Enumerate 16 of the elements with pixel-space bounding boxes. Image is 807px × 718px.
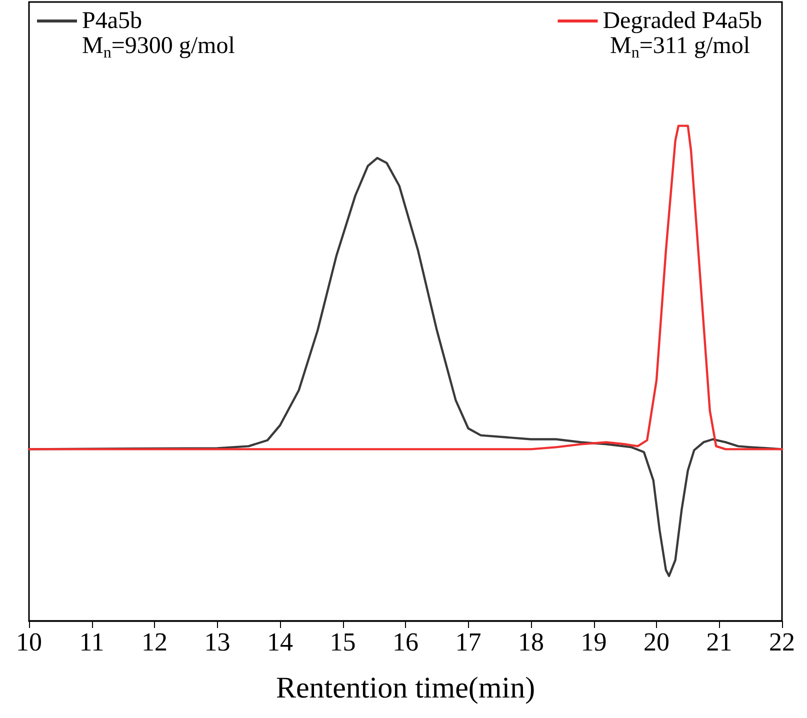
x-tick-label: 10 [16, 628, 42, 656]
x-tick-label: 14 [267, 628, 293, 656]
x-tick-label: 19 [580, 628, 607, 656]
x-tick-label: 17 [455, 628, 482, 656]
x-tick-label: 21 [706, 628, 732, 656]
x-tick-label: 16 [392, 628, 418, 656]
x-tick-label: 22 [769, 628, 795, 656]
x-axis-title: Rentention time(min) [276, 672, 536, 704]
x-tick-label: 18 [518, 628, 544, 656]
legend-label: P4a5b [82, 8, 142, 34]
x-tick-label: 11 [79, 628, 104, 656]
legend-label: Degraded P4a5b [602, 8, 762, 34]
x-tick-label: 13 [204, 628, 230, 656]
x-tick-label: 15 [330, 628, 356, 656]
x-tick-label: 20 [644, 628, 670, 656]
x-tick-label: 12 [142, 628, 168, 656]
